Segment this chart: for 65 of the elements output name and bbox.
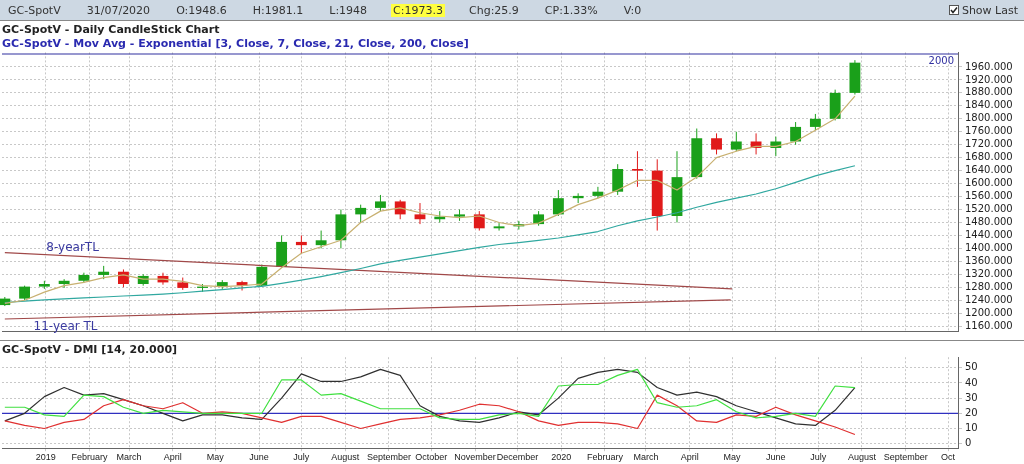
text: L:1948 xyxy=(328,3,369,17)
y-tick-label: 1480.000 xyxy=(965,216,1013,228)
y-tick-label: 1720.000 xyxy=(965,138,1013,150)
text: V:0 xyxy=(622,3,643,17)
y-tick-label: 1640.000 xyxy=(965,164,1013,176)
y-tick-label: 40 xyxy=(965,376,978,388)
text: GC-SpotV xyxy=(7,3,62,17)
x-tick-label: March xyxy=(633,452,659,463)
x-tick-label: May xyxy=(723,452,742,463)
x-tick-label: Oct xyxy=(941,452,956,463)
ref-line-label: 2000 xyxy=(928,54,954,66)
x-tick-label: April xyxy=(163,452,182,463)
text: Chg:25.9 xyxy=(468,3,520,17)
text: 31/07/2020 xyxy=(85,3,152,17)
x-tick-label: December xyxy=(496,452,539,463)
y-tick-label: 1680.000 xyxy=(965,151,1013,163)
x-tick-label: 2019 xyxy=(35,452,56,463)
text: O:1948.6 xyxy=(175,3,228,17)
y-tick-label: 1600.000 xyxy=(965,177,1013,189)
x-tick-label: April xyxy=(680,452,699,463)
y-tick-label: 1320.000 xyxy=(965,267,1013,279)
x-tick-label: August xyxy=(847,452,877,463)
y-tick-label: 20 xyxy=(965,406,978,418)
x-tick-label: October xyxy=(415,452,448,463)
y-tick-label: 30 xyxy=(965,391,978,403)
text: Show Last xyxy=(961,3,1018,17)
y-tick-label: 1960.000 xyxy=(965,60,1013,72)
y-tick-label: 50 xyxy=(965,361,978,373)
x-tick-label: August xyxy=(331,452,360,463)
y-tick-label: 1440.000 xyxy=(965,229,1013,241)
x-tick-label: July xyxy=(293,452,310,463)
x-tick-label: February xyxy=(71,452,109,463)
text: CP:1.33% xyxy=(543,3,599,17)
y-tick-label: 1200.000 xyxy=(965,306,1013,318)
x-tick-label: July xyxy=(810,452,827,463)
x-tick-label: 2020 xyxy=(551,452,572,463)
x-tick-label: May xyxy=(206,452,225,463)
y-tick-label: 0 xyxy=(965,437,972,449)
y-tick-label: 1520.000 xyxy=(965,203,1013,215)
x-tick-label: June xyxy=(766,452,786,463)
chart-title: GC-SpotV - Daily CandleStick Chart xyxy=(2,23,220,37)
text: C:1973.3 xyxy=(391,3,445,17)
y-tick-label: 1360.000 xyxy=(965,254,1013,266)
y-tick-label: 1400.000 xyxy=(965,241,1013,253)
y-tick-label: 1800.000 xyxy=(965,112,1013,124)
y-tick-label: 1240.000 xyxy=(965,293,1013,305)
annotation: 8-yearTL xyxy=(46,239,100,254)
x-tick-label: March xyxy=(116,452,142,463)
y-tick-label: 1920.000 xyxy=(965,73,1013,85)
annotation: 11-year TL xyxy=(33,318,98,333)
chart-title: GC-SpotV - DMI [14, 20.000] xyxy=(2,343,178,357)
x-tick-label: September xyxy=(366,452,411,463)
x-tick-label: November xyxy=(454,452,496,463)
x-tick-label: June xyxy=(249,452,269,463)
y-tick-label: 1840.000 xyxy=(965,99,1013,111)
y-tick-label: 1760.000 xyxy=(965,125,1013,137)
y-tick-label: 1880.000 xyxy=(965,86,1013,98)
text: H:1981.1 xyxy=(251,3,305,17)
y-tick-label: 1280.000 xyxy=(965,280,1013,292)
x-tick-label: September xyxy=(883,452,928,463)
chart-subtitle: GC-SpotV - Mov Avg - Exponential [3, Close, 7, Close, 21, Close, 200, Close] xyxy=(2,36,469,50)
x-tick-label: February xyxy=(586,452,624,463)
y-tick-label: 10 xyxy=(965,422,978,434)
y-tick-label: 1560.000 xyxy=(965,190,1013,202)
y-tick-label: 1160.000 xyxy=(965,319,1013,331)
